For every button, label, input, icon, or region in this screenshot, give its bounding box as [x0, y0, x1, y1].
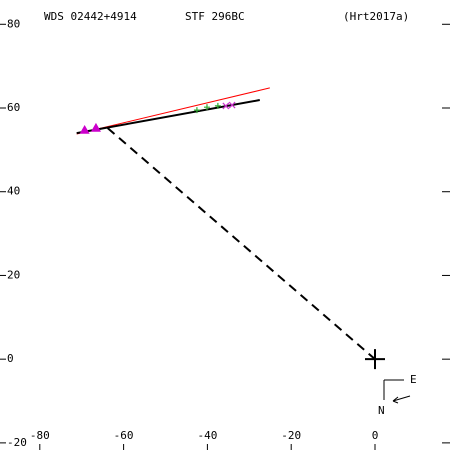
- chart-title: WDS 02442+4914: [44, 10, 137, 23]
- y-tick-label: 60: [7, 101, 20, 114]
- point: [193, 107, 200, 114]
- y-tick-label: 20: [7, 268, 20, 281]
- chart-subtitle: STF 296BC: [185, 10, 245, 23]
- reference: (Hrt2017a): [343, 10, 409, 23]
- x-tick-label: -60: [114, 429, 134, 442]
- fit-line: [76, 87, 270, 135]
- point: [90, 122, 101, 132]
- y-tick-label: -20: [7, 436, 27, 449]
- fit-line: [76, 99, 260, 135]
- point: [222, 102, 230, 110]
- y-tick-label: 40: [7, 185, 20, 198]
- x-tick-label: -80: [30, 429, 50, 442]
- compass-east: E: [410, 373, 417, 386]
- point: [79, 124, 90, 134]
- compass: E N: [378, 373, 417, 417]
- y-tick-label: 80: [7, 17, 20, 30]
- x-tick-label: 0: [372, 429, 379, 442]
- compass-north: N: [378, 404, 385, 417]
- y-tick-label: 0: [7, 352, 14, 365]
- point: [203, 104, 210, 111]
- point: [228, 101, 236, 109]
- point: [214, 102, 221, 109]
- x-tick-label: -40: [197, 429, 217, 442]
- point: [365, 349, 385, 370]
- x-tick-label: -20: [281, 429, 301, 442]
- fit-line: [107, 127, 376, 360]
- motion-arrow: [392, 395, 411, 404]
